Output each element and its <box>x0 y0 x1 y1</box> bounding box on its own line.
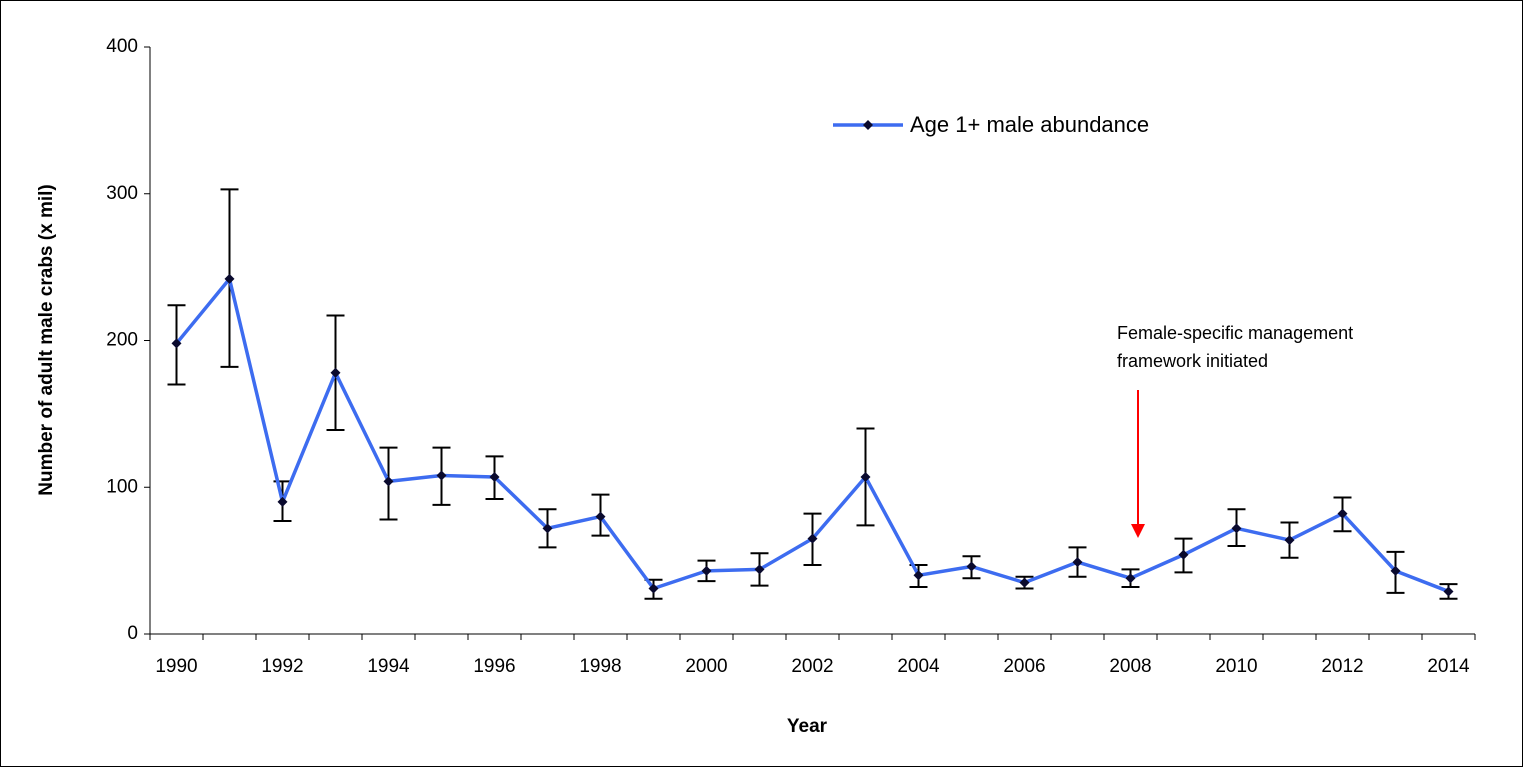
legend-label: Age 1+ male abundance <box>910 112 1149 137</box>
x-tick-label: 1996 <box>473 656 515 677</box>
point-marker <box>1284 535 1295 546</box>
point-marker <box>1072 557 1083 568</box>
x-tick-label: 2012 <box>1321 656 1363 677</box>
point-marker <box>436 470 447 481</box>
x-tick-label: 1992 <box>261 656 303 677</box>
point-marker <box>860 471 871 482</box>
x-tick-label: 2004 <box>897 656 940 677</box>
x-tick-label: 2008 <box>1109 656 1151 677</box>
point-marker <box>1390 565 1401 576</box>
annotation-arrowhead <box>1131 524 1145 538</box>
y-tick-label: 200 <box>106 330 138 351</box>
point-marker <box>1178 549 1189 560</box>
y-tick-label: 100 <box>106 476 138 497</box>
point-marker <box>1231 523 1242 534</box>
y-tick-label: 400 <box>106 36 138 57</box>
y-axis-label: Number of adult male crabs (x mil) <box>36 184 57 495</box>
x-axis-label: Year <box>787 716 828 737</box>
point-marker <box>489 471 500 482</box>
point-marker <box>807 533 818 544</box>
point-marker <box>1019 577 1030 588</box>
point-marker <box>1125 573 1136 584</box>
y-tick-label: 300 <box>106 183 138 204</box>
x-tick-label: 1998 <box>579 656 621 677</box>
point-marker <box>966 561 977 572</box>
y-tick-label: 0 <box>127 623 138 644</box>
point-marker <box>330 367 341 378</box>
x-tick-label: 2000 <box>685 656 727 677</box>
point-marker <box>701 565 712 576</box>
point-marker <box>595 511 606 522</box>
point-marker <box>1443 586 1454 597</box>
point-marker <box>754 564 765 575</box>
point-marker <box>1337 508 1348 519</box>
x-tick-label: 1990 <box>155 656 197 677</box>
annotation-line: framework initiated <box>1117 351 1268 371</box>
point-marker <box>542 523 553 534</box>
point-marker <box>171 338 182 349</box>
point-marker <box>383 476 394 487</box>
x-tick-label: 2010 <box>1215 656 1257 677</box>
point-marker <box>224 273 235 284</box>
x-tick-label: 2014 <box>1427 656 1470 677</box>
point-marker <box>277 496 288 507</box>
legend-marker <box>863 120 873 130</box>
x-tick-label: 2006 <box>1003 656 1045 677</box>
point-marker <box>648 583 659 594</box>
x-tick-label: 1994 <box>367 656 410 677</box>
x-tick-label: 2002 <box>791 656 833 677</box>
annotation-line: Female-specific management <box>1117 323 1353 343</box>
point-marker <box>913 570 924 581</box>
